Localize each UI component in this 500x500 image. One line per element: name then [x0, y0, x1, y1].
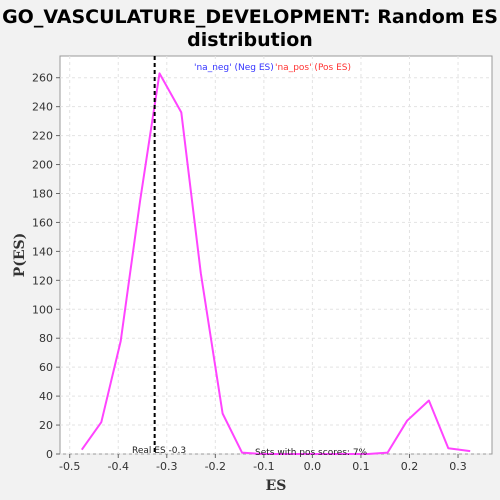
chart-title-line-2: distribution [187, 29, 313, 51]
y-tick-label: 140 [32, 245, 53, 258]
x-axis-title: ES [266, 478, 287, 494]
y-tick-label: 120 [32, 274, 53, 287]
series-line [80, 72, 471, 455]
series-layer [80, 72, 471, 455]
axes: 0 20 40 60 80 100 120 140 160 180 200 220 240 260 -0.5… [32, 72, 467, 473]
real-es-label: Real ES -0.3 [132, 446, 186, 456]
x-tick-label: 0.1 [352, 460, 370, 473]
x-tick-label: -0.2 [205, 460, 226, 473]
y-tick-label: 20 [39, 419, 53, 432]
x-tick-label: 0.3 [449, 460, 467, 473]
y-tick-label: 100 [32, 303, 53, 316]
legend-entry-neg: 'na_neg' (Neg ES) [194, 63, 274, 73]
x-tick-label: -0.4 [108, 460, 129, 473]
y-tick-label: 200 [32, 159, 53, 172]
y-tick-label: 160 [32, 216, 53, 229]
grid-lines [60, 56, 492, 455]
y-axis-title: P(ES) [12, 233, 28, 278]
y-tick-label: 60 [39, 361, 53, 374]
x-tick-label: -0.5 [59, 460, 80, 473]
chart-title-line-1: GO_VASCULATURE_DEVELOPMENT: Random ES [2, 6, 498, 28]
y-tick-label: 260 [32, 72, 53, 85]
y-tick-label: 220 [32, 130, 53, 143]
plot-area [59, 55, 493, 455]
y-tick-label: 80 [39, 332, 53, 345]
legend-entry-pos: 'na_pos' (Pos ES) [275, 63, 351, 73]
y-tick-label: 0 [46, 448, 53, 461]
y-tick-label: 180 [32, 187, 53, 200]
y-tick-label: 40 [39, 390, 53, 403]
x-tick-label: -0.1 [253, 460, 274, 473]
pos-scores-label: Sets with pos scores: 7% [255, 448, 368, 458]
x-tick-label: 0.0 [304, 460, 322, 473]
x-tick-label: -0.3 [156, 460, 177, 473]
y-tick-label: 240 [32, 101, 53, 114]
legend: 'na_neg' (Neg ES) 'na_pos' (Pos ES) [194, 63, 351, 73]
x-tick-label: 0.2 [401, 460, 419, 473]
